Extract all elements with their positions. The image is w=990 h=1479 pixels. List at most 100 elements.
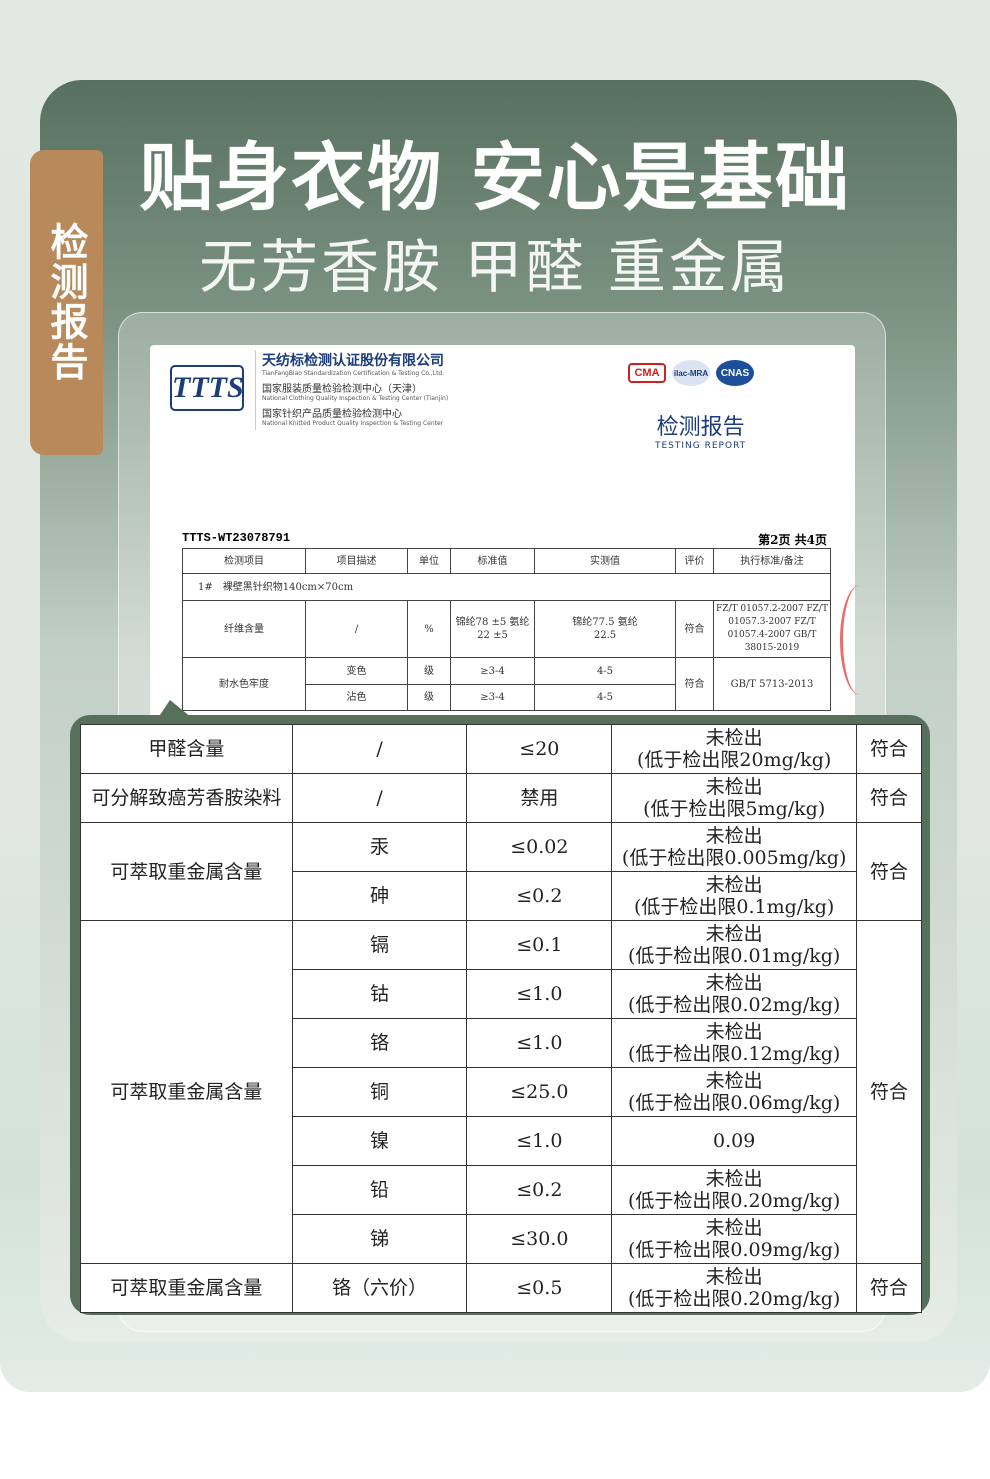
evaluation-result: 符合 [856,724,922,774]
water-unit: 级 [407,684,451,711]
page-number: 第2页 共4页 [758,533,827,547]
item-description: 锑 [291,1214,468,1264]
item-description: 砷 [291,871,468,921]
water-desc: 沾色 [305,684,408,711]
test-item: 甲醛含量 [80,724,293,774]
water-standard: ≥3-4 [450,657,535,685]
side-tab: 检测报告 [30,150,103,455]
item-description: 铜 [291,1067,468,1117]
standard-value: 禁用 [466,773,613,823]
measured-value: 未检出 (低于检出限0.06mg/kg) [611,1067,858,1117]
sample-row: 1# 裸壁黑针织物140cm×70cm [182,573,831,601]
table-row: 可萃取重金属含量汞 ≤0.02 未检出 (低于检出限0.005mg/kg) 符合 [80,822,922,921]
item-description: 钴 [291,969,468,1019]
report-number: TTTS-WT23078791 [182,531,291,545]
water-item: 耐水色牢度 [182,657,306,711]
item-description: 镉 [291,920,468,970]
item-description: 汞 [291,822,468,872]
report-title-cn: 检测报告 [656,415,745,440]
measured-value: 未检出 (低于检出限0.02mg/kg) [611,969,858,1019]
measured-value: 0.09 [611,1116,858,1166]
fiber-result: 符合 [675,600,714,658]
item-description: 铅 [291,1165,468,1215]
report-title: 检测报告 TESTING REPORT [655,409,746,451]
results-table: 甲醛含量 / ≤20 未检出 (低于检出限20mg/kg) 符合 可分解致癌芳香胺染料 / 禁… [80,724,922,1313]
center1-en: National Clothing Quality Inspection & T… [262,395,449,402]
standard-value: ≤1.0 [466,969,613,1019]
fiber-unit: % [407,600,451,658]
report-header: 单位 [407,548,451,574]
water-standard: ≥3-4 [450,684,535,711]
item-description: 铬 [291,1018,468,1068]
fiber-ref: FZ/T 01057.2-2007 FZ/T 01057.3-2007 FZ/T… [713,600,831,658]
item-description: 镍 [291,1116,468,1166]
ilac-logo: ilac-MRA [672,360,710,386]
side-tab-label: 检测报告 [44,222,88,382]
measured-value: 未检出 (低于检出限0.20mg/kg) [611,1165,858,1215]
fiber-standard: 锦纶78 ±5 氨纶22 ±5 [450,600,535,658]
measured-value: 未检出 (低于检出限0.005mg/kg) [611,822,858,872]
fiber-desc: / [305,600,408,658]
standard-value: ≤20 [466,724,613,774]
test-report-document: TTTS 天纺标检测认证股份有限公司 TianFangBiao Standard… [150,345,855,725]
item-description: / [291,724,468,774]
report-header: 执行标准/备注 [713,548,831,574]
center2-en: National Knitted Product Quality Inspect… [262,420,444,427]
table-row: 可萃取重金属含量镉 ≤0.1 未检出 (低于检出限0.01mg/kg) 符合 [80,920,922,1264]
standard-value: ≤0.2 [466,1165,613,1215]
report-header: 项目描述 [305,548,408,574]
water-desc: 变色 [305,657,408,685]
water-measured: 4-5 [534,684,676,711]
center1: 国家服装质量检验检测中心（天津） [262,384,422,395]
report-header: 标准值 [450,548,535,574]
water-unit: 级 [407,657,451,685]
table-row: 砷 ≤0.2 未检出 (低于检出限0.1mg/kg) [81,871,922,921]
fiber-item: 纤维含量 [182,600,306,658]
results-callout: 甲醛含量 / ≤20 未检出 (低于检出限20mg/kg) 符合 可分解致癌芳香胺染料 / 禁… [70,715,930,1315]
standard-value: ≤1.0 [466,1116,613,1166]
standard-value: ≤30.0 [466,1214,613,1264]
callout-pointer [158,700,192,718]
water-ref: GB/T 5713-2013 [713,657,831,711]
center2: 国家针织产品质量检验检测中心 [262,409,402,420]
standard-value: ≤0.1 [466,920,613,970]
standard-value: ≤0.02 [466,822,613,872]
organization-info: 天纺标检测认证股份有限公司 TianFangBiao Standardizati… [255,350,448,430]
test-item: 可分解致癌芳香胺染料 [80,773,293,823]
red-stamp [840,585,880,695]
table-row: 可萃取重金属含量 铬（六价） ≤0.5 未检出 (低于检出限0.20mg/kg) 符合 [80,1263,922,1313]
standard-value: ≤0.2 [466,871,613,921]
measured-value: 未检出 (低于检出限0.1mg/kg) [611,871,858,921]
report-table: 检测项目 项目描述 单位 标准值 实测值 评价 执行标准/备注 1# 裸壁黑针织… [182,548,831,711]
standard-value: ≤25.0 [466,1067,613,1117]
evaluation-result: 符合 [856,920,922,1264]
measured-value: 未检出 (低于检出限5mg/kg) [611,773,858,823]
table-row: 甲醛含量 / ≤20 未检出 (低于检出限20mg/kg) 符合 [80,724,922,774]
report-header: 实测值 [534,548,676,574]
standard-value: ≤1.0 [466,1018,613,1068]
fiber-measured: 锦纶77.5 氨纶22.5 [534,600,676,658]
evaluation-result: 符合 [856,1263,922,1313]
ttts-logo: TTTS [170,365,244,411]
evaluation-result: 符合 [856,773,922,823]
table-row: 铜 ≤25.0 未检出 (低于检出限0.06mg/kg) [81,1067,922,1117]
test-item: 可萃取重金属含量 [80,1263,293,1313]
measured-value: 未检出 (低于检出限0.12mg/kg) [611,1018,858,1068]
table-row: 锑 ≤30.0 未检出 (低于检出限0.09mg/kg) [81,1214,922,1264]
standard-value: ≤0.5 [466,1263,613,1313]
test-item: 可萃取重金属含量 [80,822,293,921]
page-subtitle: 无芳香胺 甲醛 重金属 [199,233,791,301]
org-name-en: TianFangBiao Standardization Certificati… [262,370,445,377]
measured-value: 未检出 (低于检出限0.20mg/kg) [611,1263,858,1313]
measured-value: 未检出 (低于检出限20mg/kg) [611,724,858,774]
table-row: 镍 ≤1.0 0.09 [81,1116,922,1166]
cert-logos: CMA ilac-MRA CNAS [628,360,754,386]
measured-value: 未检出 (低于检出限0.09mg/kg) [611,1214,858,1264]
evaluation-result: 符合 [856,822,922,921]
item-description: 铬（六价） [291,1263,468,1313]
cma-logo: CMA [628,363,666,383]
water-result: 符合 [675,657,714,711]
report-header: 检测项目 [182,548,306,574]
report-header: 评价 [675,548,714,574]
table-row: 铅 ≤0.2 未检出 (低于检出限0.20mg/kg) [81,1165,922,1215]
